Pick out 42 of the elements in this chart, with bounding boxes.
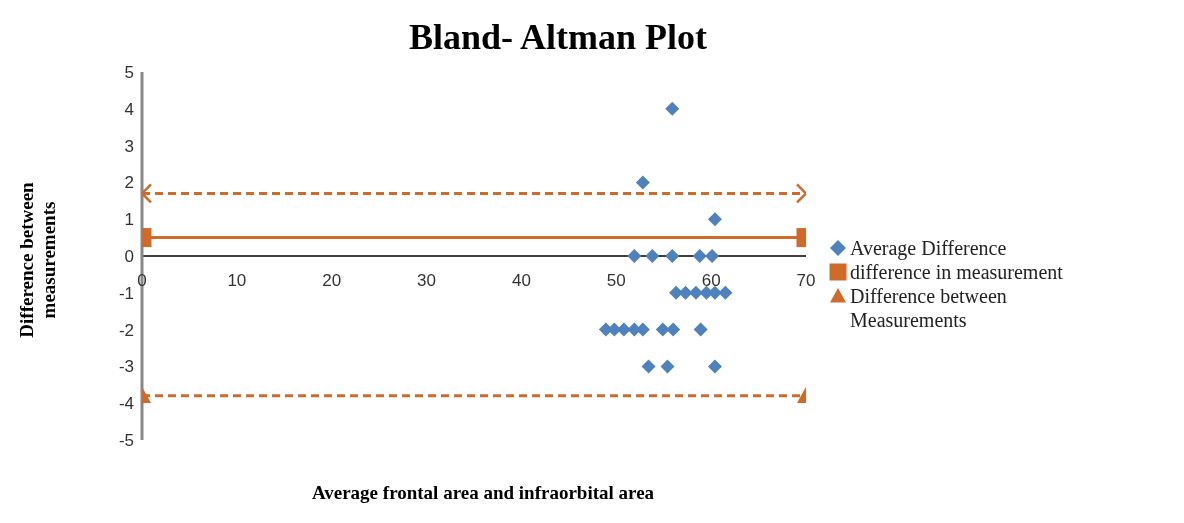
point xyxy=(692,249,707,263)
point xyxy=(718,285,733,300)
x-tick-label: 60 xyxy=(701,271,721,290)
point xyxy=(705,249,720,263)
y-tick-label: 1 xyxy=(124,210,134,230)
y-tick-label: 0 xyxy=(124,247,134,267)
y-tick-label: -5 xyxy=(118,431,134,451)
x-axis-title: Average frontal area and infraorbital area xyxy=(310,482,656,504)
y-tick-label: 2 xyxy=(124,173,134,193)
point xyxy=(688,285,703,300)
y-tick-label: -2 xyxy=(118,320,134,340)
point xyxy=(635,175,650,190)
y-tick-label: -3 xyxy=(118,357,134,377)
legend-label: difference in measurement xyxy=(850,260,1063,284)
y-tick-label: 3 xyxy=(124,136,134,156)
x-tick-label: 0 xyxy=(137,271,147,290)
x-tick-label: 40 xyxy=(511,271,531,290)
x-tick-label: 10 xyxy=(227,271,247,290)
legend-label: Difference between Measurements xyxy=(850,284,1008,332)
legend-label: Average Difference xyxy=(850,236,1007,260)
point xyxy=(655,322,670,337)
y-tick-label: -1 xyxy=(118,283,134,303)
x-tick-label: 70 xyxy=(796,271,816,290)
point xyxy=(665,101,680,116)
point xyxy=(666,322,681,337)
x-tick-label: 20 xyxy=(322,271,342,290)
point xyxy=(660,359,675,374)
chart-title: Bland- Altman Plot xyxy=(407,16,708,58)
y-axis-title: Difference between measurements xyxy=(16,181,60,340)
y-tick-label: 5 xyxy=(124,63,134,83)
y-tick-label: 4 xyxy=(124,99,134,119)
point xyxy=(707,359,722,374)
point xyxy=(665,249,680,263)
point xyxy=(641,359,656,374)
point xyxy=(693,322,708,337)
point xyxy=(678,285,693,300)
y-tick-label: -4 xyxy=(118,394,134,414)
x-tick-label: 50 xyxy=(606,271,626,290)
point xyxy=(707,212,722,227)
x-tick-label: 30 xyxy=(417,271,437,290)
point xyxy=(627,249,642,263)
point xyxy=(645,249,660,263)
